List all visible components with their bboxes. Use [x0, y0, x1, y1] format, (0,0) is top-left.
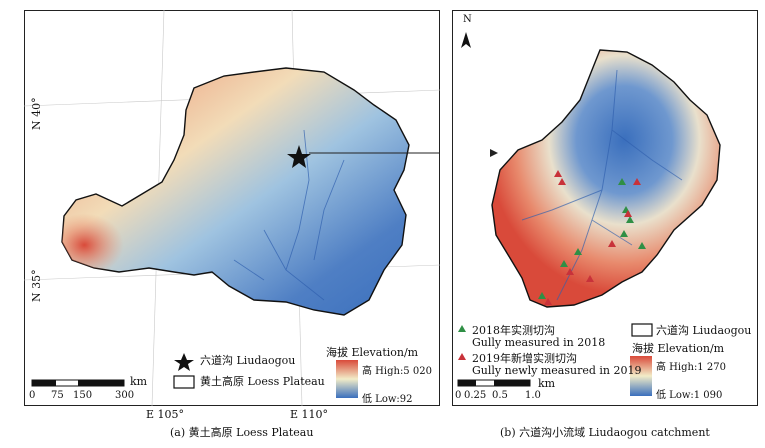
caption-b: (b) 六道沟小流域 Liudaogou catchment — [500, 426, 710, 439]
liudaogou-catchment — [491, 49, 721, 308]
pointer-arrowhead — [490, 149, 498, 157]
panel-a-map — [24, 10, 440, 406]
legend-2018-en: Gully measured in 2018 — [472, 336, 606, 349]
lon-label-110: E 110° — [290, 408, 329, 421]
elevation-title-b: 海拔 Elevation/m — [632, 342, 725, 355]
legend-catchment-label: 六道沟 Liudaogou — [656, 324, 752, 337]
panel-b-map — [457, 32, 721, 396]
elevation-ramp-a — [336, 360, 358, 398]
elevation-ramp-b — [630, 356, 652, 396]
legend-catchment-swatch — [631, 323, 653, 337]
north-arrow-icon — [461, 32, 471, 48]
scale-tick-0: 0 — [29, 390, 36, 401]
loess-plateau-region — [61, 67, 410, 316]
elevation-low-b: 低 Low:1 090 — [656, 390, 723, 401]
elevation-high-a: 高 High:5 020 — [362, 366, 432, 377]
legend-2019-cn: 2019年新增实测切沟 — [472, 352, 577, 365]
caption-a: (a) 黄土高原 Loess Plateau — [170, 426, 314, 439]
scale-b-tick-0: 0 — [455, 390, 462, 401]
elevation-low-a: 低 Low:92 — [362, 394, 413, 405]
scale-unit-a: km — [130, 375, 148, 388]
liudaogou-site-star-icon — [287, 145, 311, 168]
scale-tick-300: 300 — [115, 390, 135, 401]
legend-star-icon — [174, 353, 194, 371]
scale-b-tick-10: 1.0 — [525, 390, 541, 401]
scale-bar-b — [457, 379, 531, 387]
scale-unit-b: km — [538, 377, 556, 390]
elevation-title-a: 海拔 Elevation/m — [326, 346, 419, 359]
legend-boundary-swatch — [173, 375, 195, 389]
lat-label-35: N 35° — [30, 269, 43, 302]
legend-site-label: 六道沟 Liudaogou — [200, 354, 296, 367]
elevation-high-b: 高 High:1 270 — [656, 362, 726, 373]
scale-tick-75: 75 — [51, 390, 64, 401]
scale-tick-150: 150 — [73, 390, 93, 401]
north-label: N — [463, 14, 472, 25]
legend-2018-icon — [458, 325, 466, 332]
legend-boundary-label: 黄土高原 Loess Plateau — [200, 375, 325, 388]
scale-b-tick-05: 0.5 — [492, 390, 508, 401]
legend-2019-icon — [458, 353, 466, 360]
legend-2018-cn: 2018年实测切沟 — [472, 324, 555, 337]
legend-2019-en: Gully newly measured in 2019 — [472, 364, 642, 377]
gully-2019-markers — [544, 170, 641, 305]
scale-b-tick-025: 0.25 — [464, 390, 487, 401]
lon-label-105: E 105° — [146, 408, 185, 421]
scale-bar-a — [31, 379, 125, 387]
lat-label-40: N 40° — [30, 97, 43, 130]
